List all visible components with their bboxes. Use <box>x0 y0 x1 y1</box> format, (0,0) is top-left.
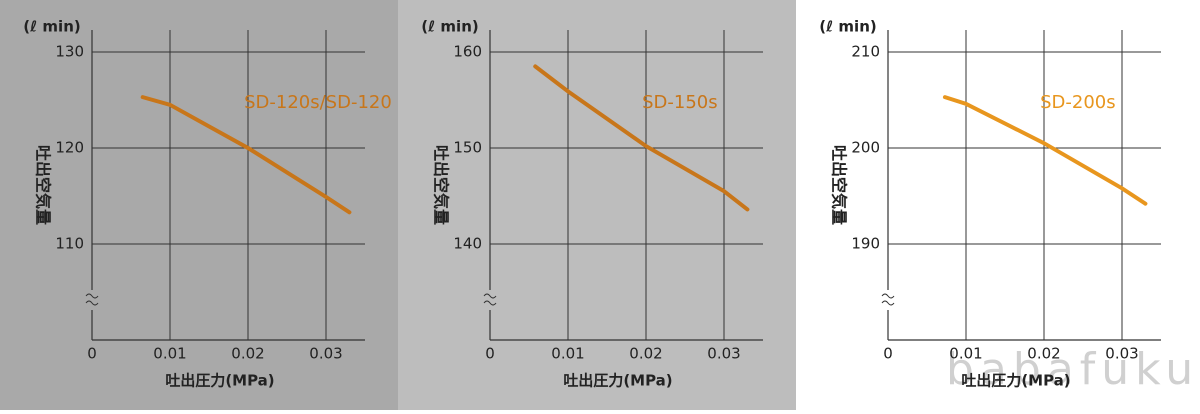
x-tick-label: 0 <box>883 345 893 363</box>
y-tick-label: 110 <box>55 235 84 253</box>
y-tick-label: 130 <box>55 43 84 61</box>
y-unit-label: (ℓ min) <box>421 18 478 36</box>
y-axis-title: 吐出空気量 <box>34 145 53 225</box>
x-tick-label: 0 <box>87 345 97 363</box>
x-tick-label: 0.01 <box>551 345 584 363</box>
y-unit-label: (ℓ min) <box>819 18 876 36</box>
y-tick-label: 120 <box>55 139 84 157</box>
y-axis-title: 吐出空気量 <box>830 145 849 225</box>
x-axis-title: 吐出圧力(MPa) <box>961 372 1070 390</box>
x-tick-label: 0 <box>485 345 495 363</box>
y-axis-title: 吐出空気量 <box>432 145 451 225</box>
x-axis-title: 吐出圧力(MPa) <box>563 372 672 390</box>
panel-background <box>796 0 1200 410</box>
axis-break <box>881 293 895 306</box>
y-unit-label: (ℓ min) <box>23 18 80 36</box>
line <box>533 64 750 212</box>
series-label: SD-120s/SD-120 <box>244 92 392 113</box>
x-tick-label: 0.02 <box>629 345 662 363</box>
y-tick-label: 190 <box>851 235 880 253</box>
series-label: SD-150s <box>642 92 718 113</box>
watermark: babafuku <box>946 344 1199 395</box>
y-tick-label: 150 <box>453 139 482 157</box>
y-tick-label: 160 <box>453 43 482 61</box>
x-tick-label: 0.01 <box>949 345 982 363</box>
line <box>140 95 352 215</box>
panel-background <box>0 0 398 410</box>
x-tick-label: 0.01 <box>153 345 186 363</box>
x-tick-label: 0.02 <box>1027 345 1060 363</box>
x-tick-label: 0.03 <box>1105 345 1138 363</box>
x-tick-label: 0.03 <box>707 345 740 363</box>
axis-break <box>483 293 497 306</box>
x-axis-title: 吐出圧力(MPa) <box>165 372 274 390</box>
axis-break <box>85 293 99 306</box>
panel-background <box>398 0 796 410</box>
y-tick-label: 140 <box>453 235 482 253</box>
series-label: SD-200s <box>1040 92 1116 113</box>
x-tick-label: 0.02 <box>231 345 264 363</box>
y-tick-label: 210 <box>851 43 880 61</box>
x-tick-label: 0.03 <box>309 345 342 363</box>
chart-panel: 140 150 160 0 0.01 0.02 0.03 (ℓ min) 吐出空気量吐出圧力(M… <box>398 0 796 410</box>
chart-panel: babafuku 190 200 210 0 0.01 0.02 0.03 (ℓ min) 吐出空… <box>796 0 1200 410</box>
chart-panel: 110 120 130 0 0.01 0.02 0.03 (ℓ min) 吐出空気量吐出圧力(M… <box>0 0 398 410</box>
y-tick-label: 200 <box>851 139 880 157</box>
line <box>942 95 1148 206</box>
